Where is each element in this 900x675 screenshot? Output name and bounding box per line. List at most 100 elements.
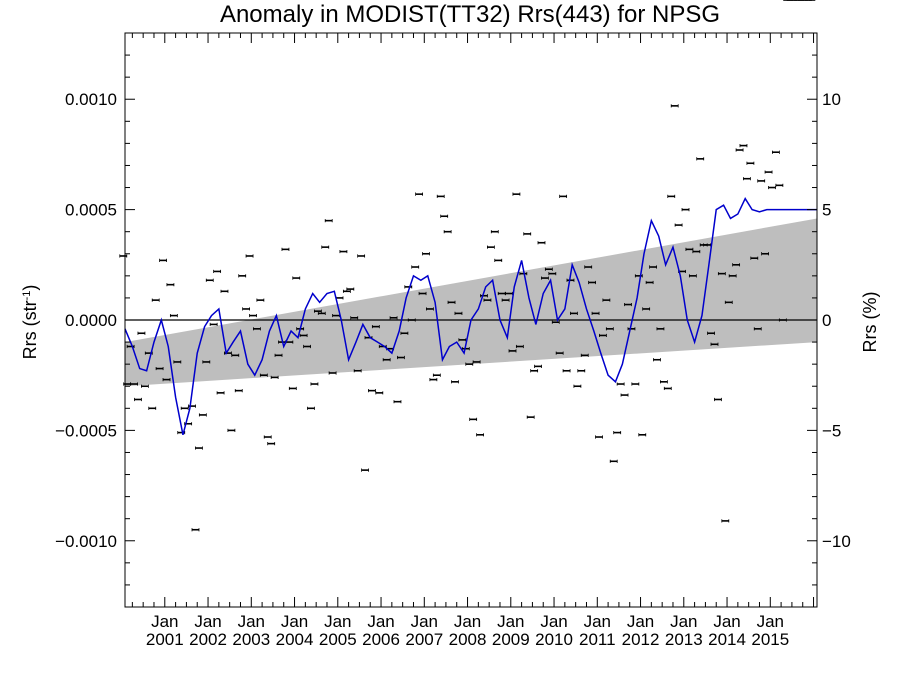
chart-title: Anomaly in MODIST(TT32) Rrs(443) for NPS… xyxy=(220,1,720,28)
data-point xyxy=(508,349,517,353)
data-point xyxy=(775,183,784,187)
data-point xyxy=(119,254,128,258)
data-point xyxy=(772,150,780,154)
data-point xyxy=(339,249,348,254)
data-point xyxy=(472,360,481,364)
data-point xyxy=(768,185,776,190)
x-tick-label-month: Jan xyxy=(584,612,611,631)
data-point xyxy=(670,104,679,108)
data-point xyxy=(764,170,773,174)
data-point xyxy=(205,278,214,282)
x-tick-label-year: 2012 xyxy=(622,630,660,649)
trend-band xyxy=(125,218,817,387)
data-point xyxy=(616,382,625,386)
x-tick-label-month: Jan xyxy=(411,612,438,631)
data-point xyxy=(389,316,398,320)
data-point xyxy=(591,311,600,315)
data-point xyxy=(180,406,189,410)
data-point xyxy=(263,435,272,439)
data-point xyxy=(537,241,546,245)
data-point xyxy=(523,232,532,236)
data-point xyxy=(411,265,420,269)
right-y-axis-label: Rrs (%) xyxy=(860,292,880,353)
data-point xyxy=(299,333,308,338)
data-point xyxy=(469,417,478,421)
data-point xyxy=(198,413,207,417)
data-point xyxy=(638,433,647,437)
data-point xyxy=(605,327,614,331)
data-point xyxy=(429,378,438,382)
right-tick-label: −5 xyxy=(822,421,841,440)
data-point xyxy=(134,397,142,402)
data-point xyxy=(393,400,402,404)
data-point xyxy=(707,331,715,335)
data-point xyxy=(515,344,524,349)
x-tick-label-year: 2002 xyxy=(189,630,227,649)
data-point xyxy=(667,194,676,198)
x-tick-label-month: Jan xyxy=(757,612,784,631)
x-tick-label-year: 2015 xyxy=(751,630,789,649)
data-point xyxy=(512,192,521,196)
data-point xyxy=(368,389,376,393)
data-point xyxy=(526,415,535,419)
data-point xyxy=(494,258,503,262)
data-point xyxy=(335,296,344,300)
data-point xyxy=(357,254,366,258)
data-point xyxy=(688,274,697,278)
data-point xyxy=(267,442,276,446)
data-point xyxy=(259,373,268,377)
data-point xyxy=(624,302,632,307)
data-point xyxy=(483,298,492,302)
data-point xyxy=(166,283,175,287)
x-tick-label-year: 2006 xyxy=(362,630,400,649)
data-point xyxy=(580,353,589,357)
data-point xyxy=(353,369,362,373)
data-point xyxy=(584,265,593,269)
data-point xyxy=(443,230,452,234)
left-y-axis-label-superscript: -1 xyxy=(21,291,33,301)
data-point xyxy=(350,316,359,320)
left-y-axis-label-close: ) xyxy=(20,285,40,291)
x-tick-label-month: Jan xyxy=(713,612,740,631)
data-point xyxy=(692,249,701,254)
data-point xyxy=(447,300,456,304)
data-point xyxy=(173,360,182,364)
data-point xyxy=(544,267,553,271)
left-y-axis: 0.0010 0.0005 0.0000 −0.0005 −0.0010 xyxy=(55,54,135,586)
data-point xyxy=(303,344,311,349)
left-tick-label: −0.0005 xyxy=(55,421,117,440)
data-point xyxy=(656,327,665,331)
x-tick-label-year: 2008 xyxy=(449,630,487,649)
x-tick-label-year: 2003 xyxy=(232,630,270,649)
data-point xyxy=(151,298,160,302)
data-point xyxy=(534,364,542,368)
right-tick-label: 5 xyxy=(822,201,831,220)
data-point xyxy=(238,274,247,278)
x-tick-label-year: 2007 xyxy=(405,630,443,649)
data-point xyxy=(216,391,225,395)
data-point xyxy=(169,313,178,318)
x-tick-label-month: Jan xyxy=(324,612,351,631)
data-point xyxy=(191,528,200,532)
data-point xyxy=(480,294,488,298)
data-point xyxy=(541,276,549,280)
data-point xyxy=(324,219,333,223)
right-tick-label: −10 xyxy=(822,532,851,551)
data-point xyxy=(162,378,171,382)
x-tick-label-year: 2011 xyxy=(579,630,616,649)
data-point xyxy=(595,435,603,439)
data-point xyxy=(249,313,257,318)
data-point xyxy=(696,157,705,161)
data-point xyxy=(602,298,611,302)
data-point xyxy=(588,280,596,285)
x-tick-label-month: Jan xyxy=(281,612,308,631)
data-point xyxy=(292,276,301,280)
data-point xyxy=(778,318,787,322)
x-tick-label-month: Jan xyxy=(670,612,697,631)
data-point xyxy=(714,397,722,402)
left-tick-label: 0.0005 xyxy=(65,201,117,220)
data-point xyxy=(663,386,672,391)
data-point xyxy=(753,327,762,331)
data-point xyxy=(609,459,618,463)
